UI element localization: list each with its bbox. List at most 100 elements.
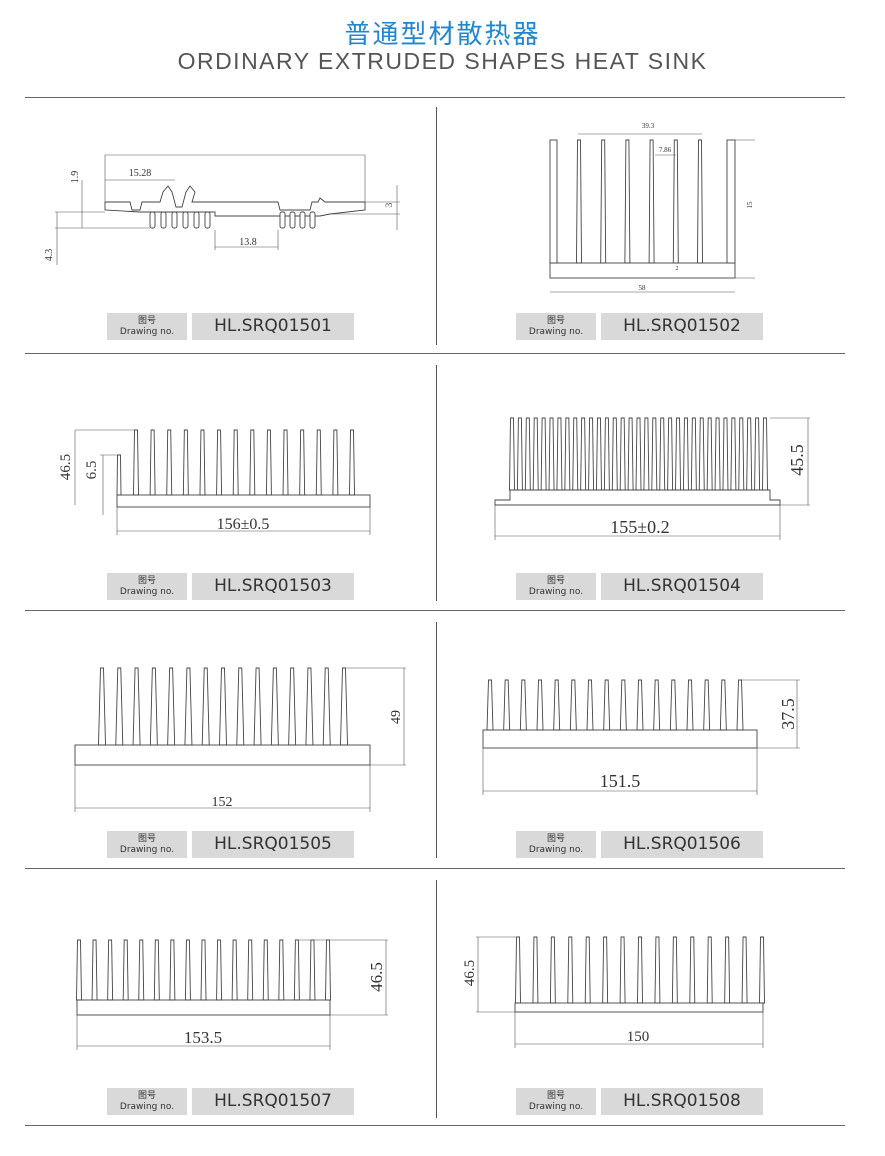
dimension-label: 46.5	[58, 454, 74, 480]
divider	[25, 97, 845, 98]
heatsink-fin	[548, 417, 555, 491]
label-english: Drawing no.	[528, 1102, 584, 1112]
heatsink-fin	[91, 939, 98, 1001]
heatsink-fin	[651, 417, 658, 491]
heatsink-fin	[322, 667, 331, 746]
heatsink-fin	[204, 211, 211, 229]
drawing-no-label: 图号 Drawing no.	[107, 313, 187, 340]
dimension-label: 150	[627, 1029, 650, 1045]
heatsink-fin	[289, 211, 296, 229]
heatsink-fin	[553, 679, 561, 731]
heatsink-fin	[200, 939, 207, 1001]
heatsink-fin	[171, 211, 178, 229]
dimension-label: 1.9	[70, 171, 81, 184]
heatsink-base	[549, 139, 558, 264]
heatsink-fin	[556, 417, 563, 491]
label-chinese: 图号	[137, 576, 156, 586]
heatsink-fin	[714, 417, 721, 491]
dimension-label: 2	[676, 266, 679, 272]
heatsink-fin	[184, 667, 193, 746]
label-english: Drawing no.	[528, 845, 584, 855]
dimension-label: 151.5	[600, 771, 641, 791]
heatsink-fin	[182, 211, 189, 229]
heatsink-fin	[216, 429, 223, 496]
heatsink-base	[74, 744, 371, 766]
heatsink-fin	[588, 417, 595, 491]
heatsink-fin	[672, 139, 679, 264]
dimension-label: 58	[639, 284, 647, 292]
heatsink-fin	[567, 936, 574, 1004]
heatsink-fin	[730, 417, 737, 491]
heatsink-fin	[315, 429, 322, 496]
page-title-chinese: 普通型材散热器	[344, 20, 541, 50]
drawing-code: HL.SRQ01505	[192, 831, 354, 858]
heatsink-fin	[762, 417, 768, 491]
heatsink-fin	[149, 429, 156, 496]
heatsink-fin	[690, 417, 697, 491]
dimension-label: 15.28	[129, 168, 152, 179]
heatsink-fin	[667, 417, 674, 491]
heatsink-fin	[516, 417, 523, 491]
drawing-code: HL.SRQ01503	[192, 573, 354, 600]
heatsink-fin	[602, 936, 609, 1004]
heatsink-fin	[278, 939, 285, 1001]
divider	[436, 622, 437, 858]
dimension-label: 3	[384, 202, 394, 207]
heatsink-fin	[600, 139, 607, 264]
heatsink-fin	[738, 417, 745, 491]
heatsink-fin	[115, 667, 124, 746]
heatsink-fin	[689, 936, 696, 1004]
heatsink-fin	[619, 936, 626, 1004]
heatsink-fin	[532, 417, 539, 491]
heatsink-fin	[325, 939, 331, 1001]
heatsink-fin	[509, 417, 515, 491]
divider	[436, 107, 437, 345]
label-chinese: 图号	[546, 576, 565, 586]
heatsink-fin	[603, 679, 611, 731]
heatsink-fin	[572, 417, 579, 491]
page-title-english: ORDINARY EXTRUDED SHAPES HEAT SINK	[177, 48, 708, 74]
heatsink-fin	[671, 936, 678, 1004]
heatsink-base	[549, 262, 736, 279]
heatsink-fin	[564, 417, 571, 491]
divider	[25, 353, 845, 354]
heatsink-fin	[524, 417, 531, 491]
heatsink-fin	[611, 417, 618, 491]
heatsink-base	[494, 489, 781, 506]
dimension-label: 37.5	[778, 698, 798, 730]
heatsink-fin	[675, 417, 681, 491]
divider	[25, 868, 845, 869]
heatsink-fin	[503, 679, 511, 731]
heatsink-fin	[619, 679, 627, 731]
label-english: Drawing no.	[119, 587, 175, 597]
heatsink-fin	[349, 429, 355, 496]
drawing-no-label: 图号 Drawing no.	[516, 831, 596, 858]
heatsink-fin	[166, 429, 173, 496]
heatsink-fin	[584, 936, 591, 1004]
label-chinese: 图号	[546, 316, 565, 326]
heatsink-fin	[232, 429, 239, 496]
heatsink-fin	[132, 667, 141, 746]
heatsink-fin	[76, 939, 82, 1001]
dimension-label: 6.5	[84, 461, 100, 480]
heatsink-fin	[722, 417, 729, 491]
heatsink-fin	[231, 939, 238, 1001]
heatsink-fin	[653, 679, 661, 731]
heatsink-fin	[724, 936, 731, 1004]
heatsink-fin	[648, 139, 655, 264]
heatsink-fin	[624, 139, 631, 264]
label-chinese: 图号	[546, 834, 565, 844]
heatsink-fin	[706, 417, 713, 491]
dimension-label: 46.5	[367, 962, 386, 992]
heatsink-fin	[654, 936, 661, 1004]
heatsink-fin	[309, 211, 316, 229]
drawing-code: HL.SRQ01502	[601, 313, 763, 340]
heatsink-fin	[169, 939, 176, 1001]
heatsink-fin	[193, 211, 200, 229]
heatsink-fin	[253, 667, 262, 746]
heatsink-fin	[741, 936, 748, 1004]
label-english: Drawing no.	[119, 1102, 175, 1112]
drawing-no-label: 图号 Drawing no.	[516, 313, 596, 340]
